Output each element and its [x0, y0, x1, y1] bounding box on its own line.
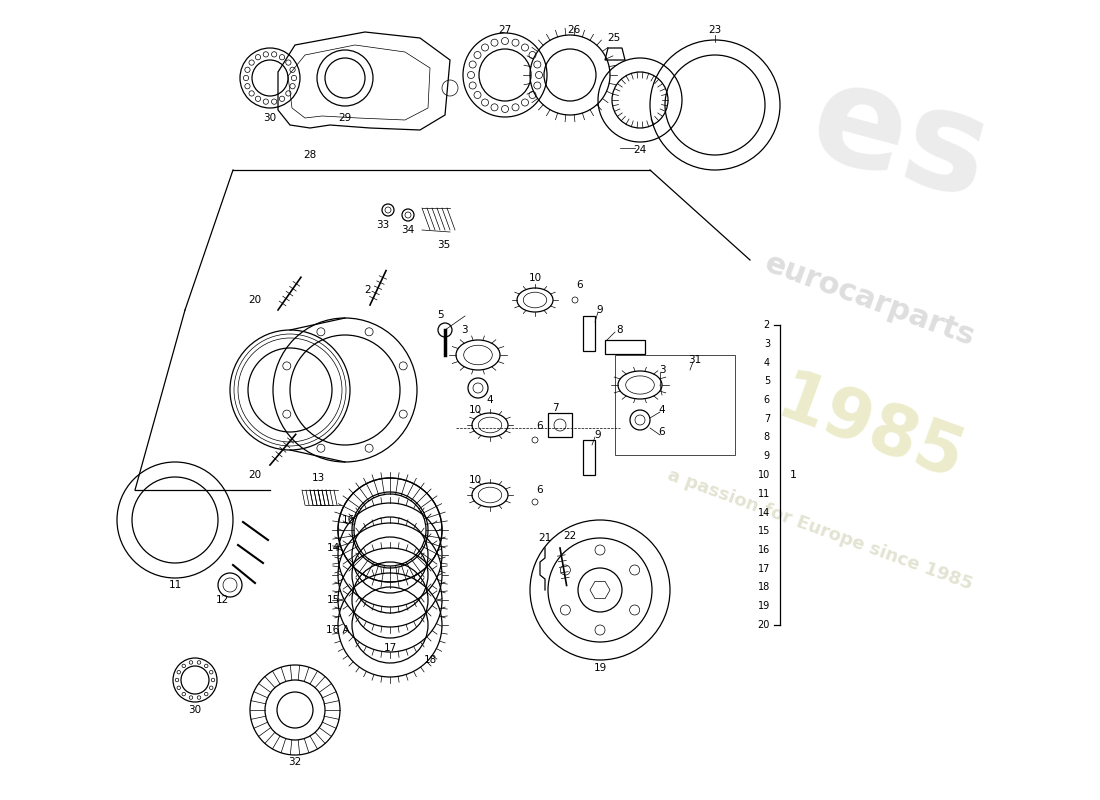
Text: es: es [798, 52, 1003, 228]
Text: 5: 5 [437, 310, 443, 320]
Text: 19: 19 [593, 663, 606, 673]
Bar [548, 413, 572, 437]
Text: 20: 20 [249, 470, 262, 480]
Text: 3: 3 [659, 365, 666, 375]
Text: 31: 31 [689, 355, 702, 365]
Text: 1: 1 [790, 470, 798, 480]
Text: 3: 3 [763, 338, 770, 349]
Text: 18: 18 [424, 655, 437, 665]
Text: 22: 22 [563, 531, 576, 541]
Text: 10: 10 [758, 470, 770, 480]
Text: 2: 2 [365, 285, 372, 295]
Text: 23: 23 [708, 25, 722, 35]
Text: 6: 6 [659, 427, 666, 437]
Text: 10: 10 [469, 475, 482, 485]
Text: 26: 26 [568, 25, 581, 35]
Text: 32: 32 [288, 757, 301, 767]
Text: 17: 17 [384, 643, 397, 653]
Text: 6: 6 [576, 280, 583, 290]
Text: 5: 5 [763, 376, 770, 386]
Text: 3: 3 [461, 325, 468, 335]
Text: 8: 8 [617, 325, 624, 335]
Text: 13: 13 [311, 473, 324, 483]
Text: 16 A: 16 A [327, 625, 350, 635]
Text: 7: 7 [763, 414, 770, 424]
Text: 34: 34 [402, 225, 415, 235]
Text: 8: 8 [763, 433, 770, 442]
Text: 20: 20 [249, 295, 262, 305]
Text: 1985: 1985 [768, 366, 972, 494]
Bar [605, 340, 645, 354]
Text: 29: 29 [339, 113, 352, 123]
Text: 15: 15 [327, 595, 340, 605]
Bar [583, 316, 595, 351]
Text: 15: 15 [758, 526, 770, 536]
Text: 4: 4 [486, 395, 493, 405]
Text: 18: 18 [758, 582, 770, 593]
Text: 21: 21 [538, 533, 551, 543]
Text: 9: 9 [596, 305, 603, 315]
Text: 19: 19 [758, 602, 770, 611]
Text: 14: 14 [327, 543, 340, 553]
Text: 16: 16 [341, 515, 354, 525]
Text: 6: 6 [537, 485, 543, 495]
Text: 10: 10 [469, 405, 482, 415]
Text: 16: 16 [758, 545, 770, 555]
Text: 27: 27 [498, 25, 512, 35]
Text: 6: 6 [763, 395, 770, 405]
Text: 4: 4 [763, 358, 770, 367]
Text: 2: 2 [763, 320, 770, 330]
Text: 11: 11 [758, 489, 770, 498]
Text: 30: 30 [188, 705, 201, 715]
Text: 4: 4 [659, 405, 666, 415]
Text: 17: 17 [758, 564, 770, 574]
Text: 35: 35 [438, 240, 451, 250]
Text: 12: 12 [216, 595, 229, 605]
Text: 28: 28 [304, 150, 317, 160]
Text: 6: 6 [537, 421, 543, 431]
Text: 9: 9 [595, 430, 602, 440]
Text: a passion for Europe since 1985: a passion for Europe since 1985 [666, 466, 975, 594]
Text: 10: 10 [528, 273, 541, 283]
Text: 25: 25 [607, 33, 620, 43]
Text: 30: 30 [263, 113, 276, 123]
Text: 9: 9 [763, 451, 770, 462]
Bar [615, 355, 735, 455]
Text: 7: 7 [552, 403, 559, 413]
Bar [583, 440, 595, 475]
Text: 11: 11 [168, 580, 182, 590]
Text: 33: 33 [376, 220, 389, 230]
Text: 14: 14 [758, 507, 770, 518]
Text: 20: 20 [758, 620, 770, 630]
Text: 24: 24 [634, 145, 647, 155]
Text: eurocarparts: eurocarparts [761, 249, 979, 351]
